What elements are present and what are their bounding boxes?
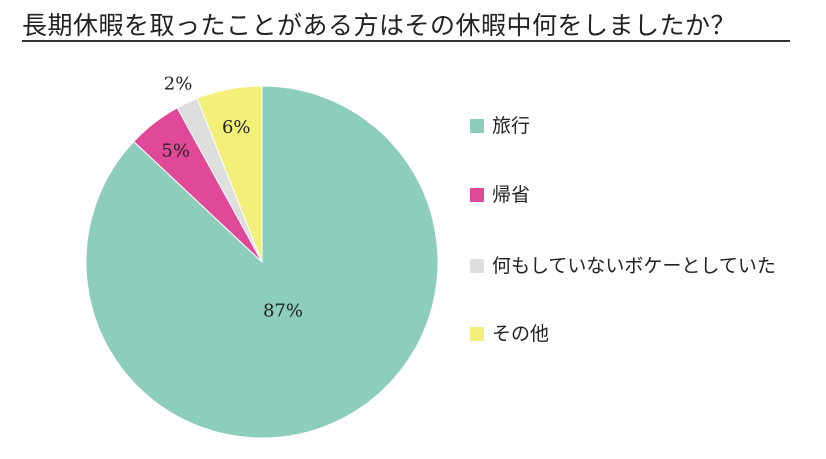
title-underline — [22, 40, 790, 42]
legend-label-homecoming: 帰省 — [492, 184, 531, 206]
chart-title: 長期休暇を取ったことがある方はその休暇中何をしましたか？ — [22, 11, 737, 40]
legend-item-other: その他 — [470, 321, 792, 347]
pie-slice-other — [196, 85, 263, 263]
legend-label-other: その他 — [492, 323, 550, 345]
pie-label-homecoming: 5% — [161, 141, 190, 162]
legend-item-homecoming: 帰省 — [470, 182, 792, 208]
legend-item-travel: 旅行 — [470, 113, 792, 139]
legend-swatch-homecoming — [470, 188, 484, 202]
legend-item-did-nothing: 何もしていないボケーとしていた — [470, 253, 782, 279]
legend-label-travel: 旅行 — [492, 115, 531, 137]
legend-swatch-did-nothing — [470, 259, 484, 273]
pie-label-did-nothing: 2% — [164, 74, 193, 95]
pie-label-other: 6% — [222, 117, 251, 138]
pie-slice-travel — [85, 85, 439, 439]
legend-swatch-other — [470, 327, 484, 341]
pie-label-travel: 87% — [263, 300, 303, 321]
legend-swatch-travel — [470, 119, 484, 133]
legend-label-did-nothing: 何もしていないボケーとしていた — [492, 255, 776, 277]
